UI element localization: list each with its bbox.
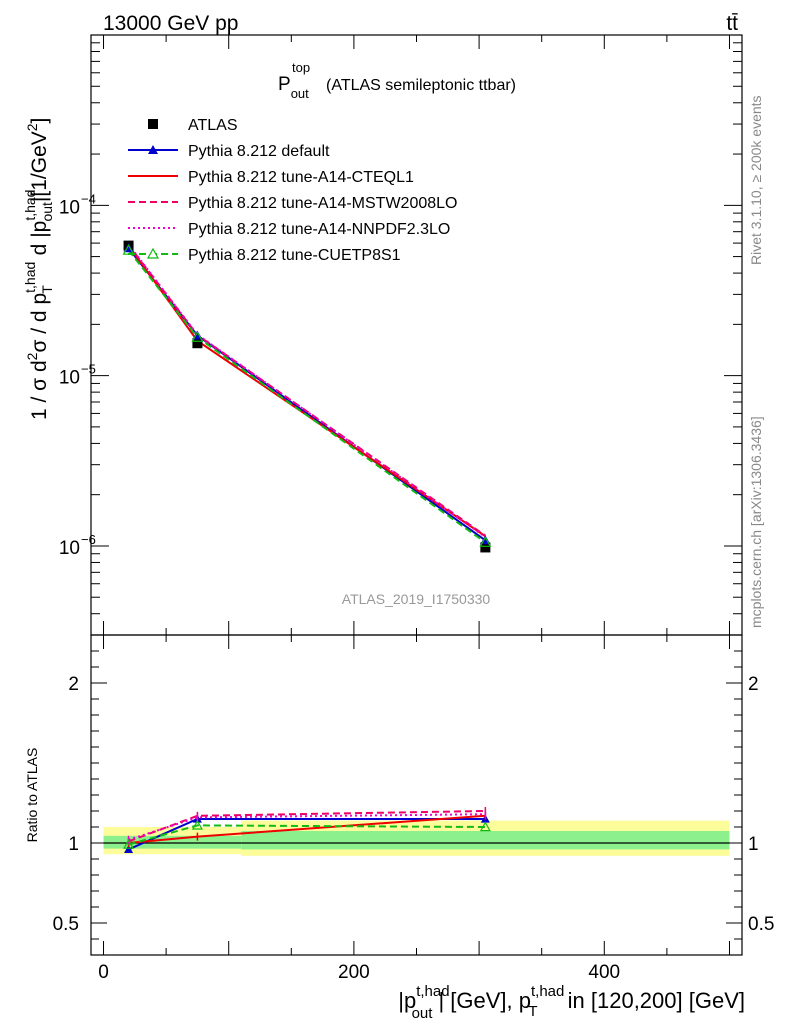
x-tick-label: 0 xyxy=(98,962,109,983)
process-label: tt̄ xyxy=(726,12,738,35)
ratio-y-tick-label-left: 1 xyxy=(68,834,79,855)
rivet-version-label: Rivet 3.1.10, ≥ 200k events xyxy=(748,95,764,265)
ratio-y-tick-label-right: 0.5 xyxy=(748,914,774,935)
x-axis-label: |pt,had out| [GeV], pt,had T in [120,200] … xyxy=(398,983,745,1022)
analysis-watermark: ATLAS_2019_I1750330 xyxy=(342,591,491,607)
main-y-tick-labels: 10−610−510−4 xyxy=(59,191,96,559)
ratio-cuetp8s1-marker xyxy=(123,838,135,849)
ratio-cuetp8s1-marker xyxy=(191,819,203,830)
legend-entry-label: Pythia 8.212 tune-CUETP8S1 xyxy=(188,247,401,264)
legend: ATLAS Pythia 8.212 default Pythia 8.212 tu… xyxy=(128,117,457,264)
main-y-axis-label: 1 / σ d2σ / d pt,hadT d |pt,hadout|[1/Ge… xyxy=(22,118,55,420)
atlas-data-point xyxy=(480,542,491,553)
mcplots-credit-label: mcplots.cern.ch [arXiv:1306.3436] xyxy=(748,416,764,628)
legend-entry-label: Pythia 8.212 tune-A14-MSTW2008LO xyxy=(188,195,457,212)
plot-title: Pout xyxy=(278,74,309,101)
main-y-ticks xyxy=(91,34,742,636)
ratio-y-tick-label-right: 1 xyxy=(748,834,759,855)
ratio-cuetp8s1-marker xyxy=(479,821,491,832)
ratio-y-tick-label-right: 2 xyxy=(748,674,759,695)
ratio-y-tick-label-left: 2 xyxy=(68,674,79,695)
ratio-series-line xyxy=(128,810,486,843)
main-series-line xyxy=(127,243,486,538)
main-y-tick-exponent: −6 xyxy=(81,532,96,547)
ratio-uncertainty-bands xyxy=(103,820,730,856)
ratio-series-layer xyxy=(123,807,491,853)
atlas-data-point xyxy=(192,338,203,349)
legend-swatch-atlas xyxy=(148,119,158,129)
main-panel: 10−610−510−4 Pout top (ATLAS semileptoni… xyxy=(22,34,743,636)
legend-entry-label: Pythia 8.212 tune-A14-NNPDF2.3LO xyxy=(188,221,450,238)
main-series-line xyxy=(127,247,486,542)
legend-swatch-marker xyxy=(146,247,160,259)
x-tick-label: 200 xyxy=(338,962,370,983)
cuetp8s1-marker xyxy=(191,331,204,342)
main-y-tick-base: 10 xyxy=(59,197,80,218)
plot-title-description: (ATLAS semileptonic ttbar) xyxy=(326,77,516,94)
main-y-tick-base: 10 xyxy=(59,368,80,389)
legend-entry-label: Pythia 8.212 tune-A14-CTEQL1 xyxy=(188,169,414,186)
x-tick-label: 400 xyxy=(588,962,620,983)
ratio-ticks xyxy=(91,635,742,955)
legend-entry-label: ATLAS xyxy=(188,117,238,134)
main-series-line xyxy=(127,244,486,537)
main-y-tick-exponent: −4 xyxy=(81,191,96,206)
plot-title-superscript: top xyxy=(292,60,310,75)
cuetp8s1-marker xyxy=(479,536,492,547)
ratio-tick-labels: 0.5 0.5 1 1 2 2 0 200 400 xyxy=(53,674,775,983)
ratio-band-inner xyxy=(241,831,730,850)
ratio-band-inner xyxy=(103,835,242,849)
main-y-tick-base: 10 xyxy=(59,538,80,559)
legend-entry-label: Pythia 8.212 default xyxy=(188,143,330,160)
main-series-layer xyxy=(122,240,492,553)
ratio-default-marker xyxy=(124,844,134,853)
ratio-y-tick-label-left: 0.5 xyxy=(53,914,79,935)
legend-swatch-marker xyxy=(148,145,158,154)
ratio-y-axis-label: Ratio to ATLAS xyxy=(24,748,40,843)
main-y-tick-exponent: −5 xyxy=(81,362,96,377)
main-series-line xyxy=(127,245,486,538)
collision-label: 13000 GeV pp xyxy=(103,12,238,35)
ratio-series-line xyxy=(128,824,486,846)
ratio-panel: 0.5 0.5 1 1 2 2 0 200 400 Ratio to ATLAS |pt,had… xyxy=(24,634,775,1022)
ratio-frame xyxy=(90,634,743,956)
